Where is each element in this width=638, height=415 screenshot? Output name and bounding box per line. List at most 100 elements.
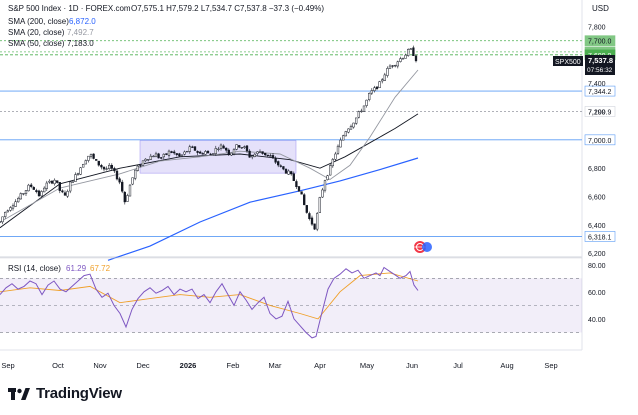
candle-body[interactable] xyxy=(399,58,402,62)
candle-body[interactable] xyxy=(141,160,145,166)
sma20-line[interactable] xyxy=(0,69,419,223)
candle-body[interactable] xyxy=(292,173,295,181)
chart-canvas[interactable]: 7,700.07,620.87,600.07,344.27,199.97,000… xyxy=(0,0,638,385)
candle-body[interactable] xyxy=(180,154,184,157)
candle-body[interactable] xyxy=(84,160,87,165)
candle-body[interactable] xyxy=(342,135,345,141)
candle-body[interactable] xyxy=(282,166,285,170)
candle-body[interactable] xyxy=(394,65,397,67)
candle-body[interactable] xyxy=(414,55,418,62)
candle-body[interactable] xyxy=(219,144,223,149)
candle-body[interactable] xyxy=(126,195,129,202)
candle-body[interactable] xyxy=(100,165,103,168)
candle-body[interactable] xyxy=(97,160,100,166)
candle-body[interactable] xyxy=(121,181,124,192)
candle-body[interactable] xyxy=(136,165,139,171)
candle-body[interactable] xyxy=(35,190,38,193)
candle-body[interactable] xyxy=(115,170,119,180)
candle-body[interactable] xyxy=(256,151,259,154)
candle-body[interactable] xyxy=(284,169,288,174)
candle-body[interactable] xyxy=(225,147,228,151)
candle-body[interactable] xyxy=(162,153,165,158)
candle-body[interactable] xyxy=(381,79,384,82)
candle-body[interactable] xyxy=(89,154,93,157)
candle-body[interactable] xyxy=(87,155,90,161)
candle-body[interactable] xyxy=(316,213,319,230)
candle-body[interactable] xyxy=(407,49,410,56)
candle-body[interactable] xyxy=(375,86,379,89)
candle-body[interactable] xyxy=(227,149,230,155)
candle-body[interactable] xyxy=(386,68,389,76)
candle-body[interactable] xyxy=(310,217,314,225)
candle-body[interactable] xyxy=(355,117,358,124)
candle-body[interactable] xyxy=(24,190,28,194)
candle-body[interactable] xyxy=(43,187,46,193)
candle-body[interactable] xyxy=(45,182,48,189)
candle-body[interactable] xyxy=(48,180,51,183)
candle-body[interactable] xyxy=(323,180,327,191)
rsi-line[interactable] xyxy=(0,266,419,339)
sma20-label[interactable]: SMA (20, close) xyxy=(8,28,65,37)
candle-body[interactable] xyxy=(212,153,215,155)
candle-body[interactable] xyxy=(154,153,158,158)
candle-body[interactable] xyxy=(248,150,251,158)
candle-body[interactable] xyxy=(175,153,178,155)
candle-body[interactable] xyxy=(308,213,311,220)
candle-body[interactable] xyxy=(297,186,301,192)
candle-body[interactable] xyxy=(157,153,160,159)
candle-body[interactable] xyxy=(66,191,69,197)
candle-body[interactable] xyxy=(71,181,74,183)
candle-body[interactable] xyxy=(32,187,35,190)
candle-body[interactable] xyxy=(238,145,241,148)
candle-body[interactable] xyxy=(58,182,61,191)
candle-body[interactable] xyxy=(412,47,415,57)
candle-body[interactable] xyxy=(1,216,4,223)
candle-body[interactable] xyxy=(334,153,337,160)
candle-body[interactable] xyxy=(22,193,25,195)
candle-body[interactable] xyxy=(95,159,98,161)
candle-body[interactable] xyxy=(9,207,12,211)
candle-body[interactable] xyxy=(186,150,189,153)
candle-body[interactable] xyxy=(102,166,106,170)
candle-body[interactable] xyxy=(19,193,22,200)
candle-body[interactable] xyxy=(349,125,353,130)
rsi-ma-line[interactable] xyxy=(0,272,419,320)
candle-body[interactable] xyxy=(360,110,363,113)
candle-body[interactable] xyxy=(305,205,308,213)
candle-body[interactable] xyxy=(274,158,277,163)
candle-body[interactable] xyxy=(240,147,243,149)
candle-body[interactable] xyxy=(269,155,272,157)
candle-body[interactable] xyxy=(188,146,191,152)
candle-body[interactable] xyxy=(144,158,147,162)
candle-body[interactable] xyxy=(279,165,282,167)
candle-body[interactable] xyxy=(370,90,373,94)
candle-body[interactable] xyxy=(357,111,360,118)
candle-body[interactable] xyxy=(206,150,210,154)
consolidation-zone[interactable] xyxy=(139,140,297,174)
candle-body[interactable] xyxy=(290,171,293,175)
candle-body[interactable] xyxy=(230,152,233,156)
candle-body[interactable] xyxy=(329,165,332,176)
candle-body[interactable] xyxy=(277,161,280,166)
candle-body[interactable] xyxy=(4,211,7,217)
candle-body[interactable] xyxy=(303,194,306,206)
candle-body[interactable] xyxy=(258,151,262,153)
candle-body[interactable] xyxy=(160,157,163,159)
candle-body[interactable] xyxy=(27,184,30,192)
candle-body[interactable] xyxy=(134,169,137,179)
candle-body[interactable] xyxy=(76,173,80,175)
candle-body[interactable] xyxy=(40,191,43,197)
candles[interactable] xyxy=(0,45,418,232)
candle-body[interactable] xyxy=(409,48,412,50)
candle-body[interactable] xyxy=(352,122,355,128)
candle-body[interactable] xyxy=(313,223,316,230)
candle-body[interactable] xyxy=(253,153,256,157)
candle-body[interactable] xyxy=(63,192,67,196)
candle-body[interactable] xyxy=(108,164,111,170)
candle-body[interactable] xyxy=(383,74,386,81)
candle-body[interactable] xyxy=(326,175,329,180)
candle-body[interactable] xyxy=(295,181,298,188)
candle-body[interactable] xyxy=(11,205,15,209)
candle-body[interactable] xyxy=(344,131,347,137)
brand[interactable]: TradingView xyxy=(8,385,122,402)
